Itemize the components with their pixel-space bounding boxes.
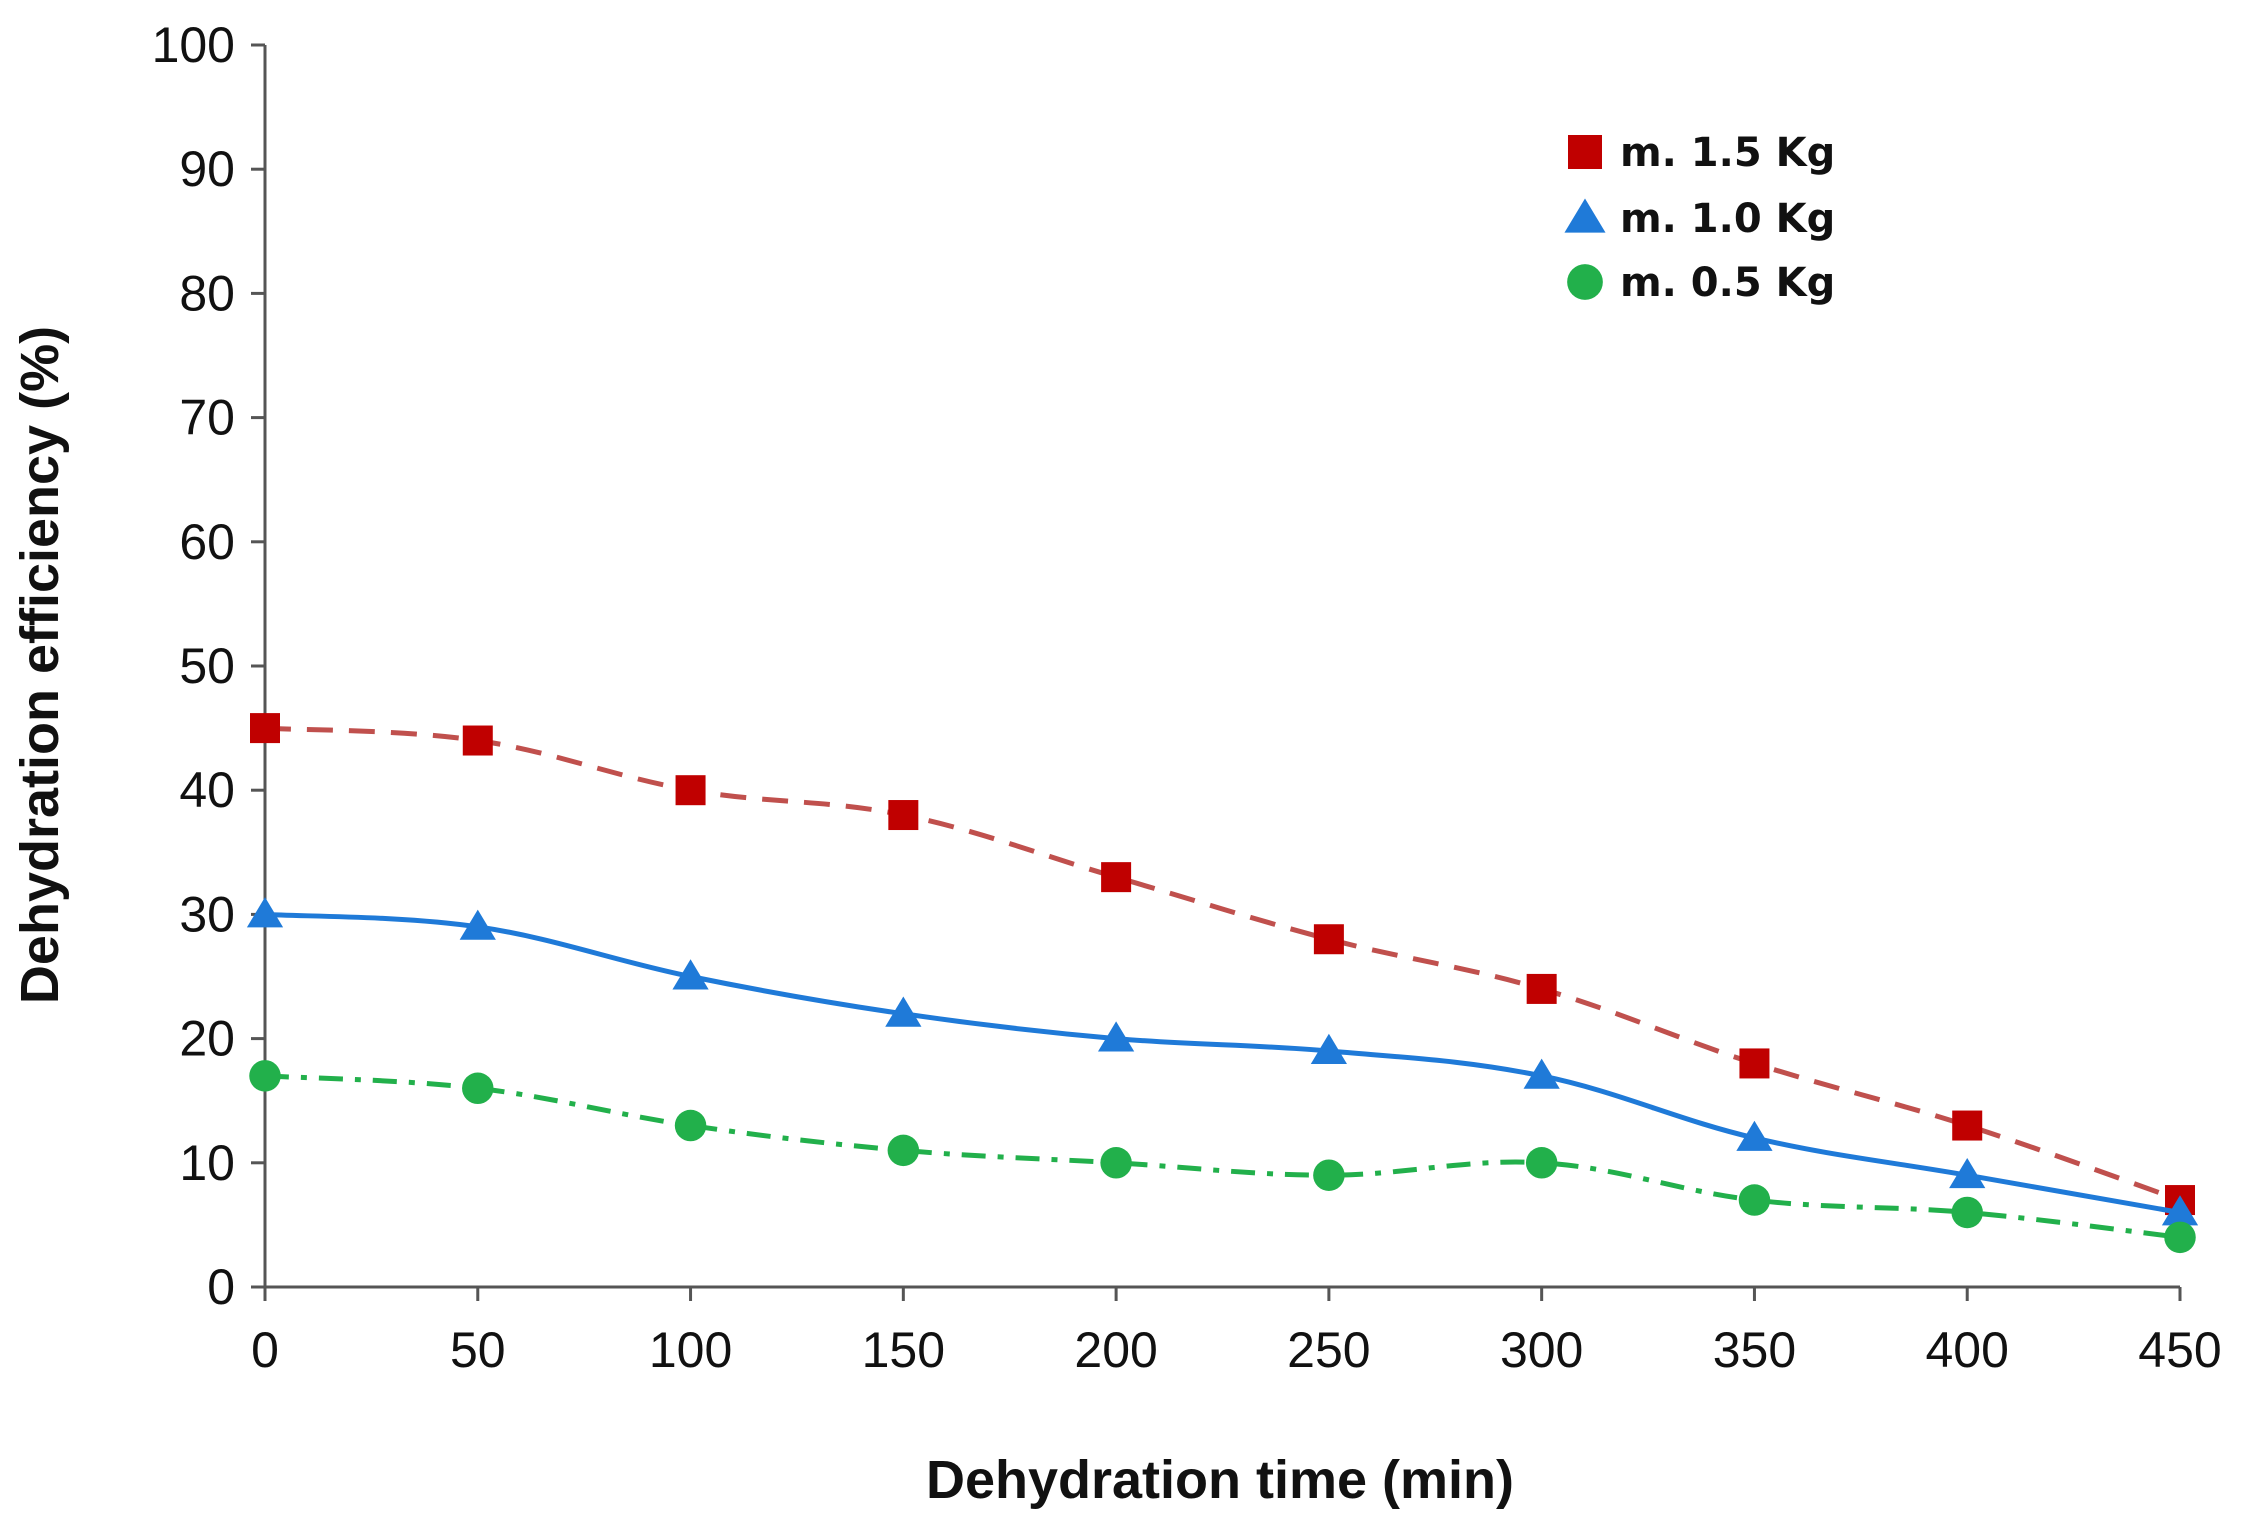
x-tick-label: 400: [1926, 1322, 2009, 1378]
data-point: [1313, 1159, 1345, 1191]
data-point: [885, 996, 922, 1027]
data-point: [1313, 924, 1344, 955]
x-tick-label: 100: [649, 1322, 732, 1378]
y-tick-label: 90: [179, 141, 235, 197]
data-point: [888, 800, 919, 831]
data-point: [675, 775, 706, 806]
x-tick-label: 350: [1713, 1322, 1796, 1378]
series-line: [264, 725, 2181, 1203]
x-axis-title: Dehydration time (min): [926, 1450, 1514, 1510]
legend-marker: [1564, 198, 1606, 233]
data-point: [1310, 1033, 1348, 1064]
y-tick-label: 20: [179, 1011, 235, 1067]
x-tick-label: 150: [862, 1322, 945, 1378]
data-point: [1526, 973, 1557, 1004]
y-tick-label: 10: [179, 1135, 235, 1191]
data-point: [2161, 1195, 2199, 1226]
data-point: [1739, 1048, 1770, 1079]
legend-marker: [1568, 135, 1602, 169]
legend: m. 1.5 Kg m. 1.0 Kg m. 0.5 Kg: [1564, 130, 1835, 306]
data-point: [1525, 1147, 1558, 1179]
data-point: [1523, 1058, 1560, 1089]
x-tick-label: 450: [2138, 1322, 2221, 1378]
data-point: [674, 1109, 707, 1142]
series-1: [250, 713, 2195, 1216]
y-tick-label: 80: [179, 265, 235, 321]
data-point: [1738, 1184, 1771, 1216]
y-tick-label: 100: [152, 17, 235, 73]
data-point: [1100, 1147, 1132, 1179]
y-axis-title: Dehydration efficiency (%): [10, 326, 70, 1004]
y-tick-label: 50: [179, 638, 235, 694]
data-point: [459, 909, 496, 940]
series-layer: [246, 713, 2199, 1254]
data-point: [462, 1072, 494, 1105]
legend-marker: [1567, 264, 1603, 300]
x-tick-label: 300: [1500, 1322, 1583, 1378]
series-line: [264, 1073, 2181, 1240]
data-point: [1952, 1110, 1983, 1141]
data-point: [462, 725, 493, 756]
data-point: [1736, 1120, 1773, 1151]
x-tick-label: 200: [1074, 1322, 1157, 1378]
data-point: [249, 1060, 281, 1092]
data-point: [1097, 1021, 1135, 1052]
data-point: [1101, 862, 1132, 893]
series-line: [264, 911, 2181, 1215]
data-point: [1949, 1157, 1986, 1189]
legend-label: m. 0.5 Kg: [1620, 260, 1835, 306]
data-point: [2164, 1221, 2196, 1254]
y-tick-label: 0: [207, 1259, 235, 1315]
y-tick-label: 70: [179, 390, 235, 446]
data-point: [1951, 1196, 1983, 1229]
axes: 0 10 20 30 40 50 60 70 80 90 100 0 50 100 150 200 250 300…: [152, 17, 2222, 1378]
x-tick-label: 50: [450, 1322, 506, 1378]
x-tick-label: 0: [251, 1322, 279, 1378]
legend-label: m. 1.0 Kg: [1620, 196, 1835, 242]
data-point: [672, 959, 709, 990]
x-tick-label: 250: [1287, 1322, 1370, 1378]
y-tick-label: 40: [179, 762, 235, 818]
legend-label: m. 1.5 Kg: [1620, 130, 1835, 176]
series-3: [249, 1060, 2196, 1254]
data-point: [887, 1134, 920, 1167]
y-tick-label: 60: [179, 514, 235, 570]
series-2: [246, 897, 2199, 1226]
data-point: [246, 897, 284, 928]
data-point: [250, 713, 280, 744]
y-tick-label: 30: [179, 886, 235, 942]
